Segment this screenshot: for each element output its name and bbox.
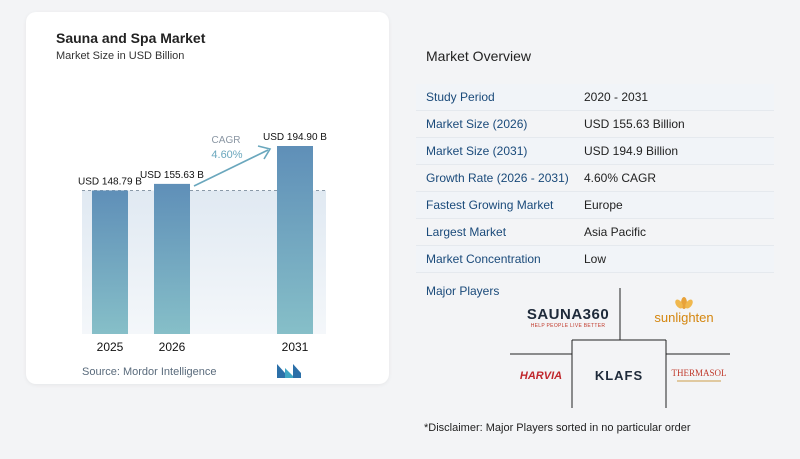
overview-row: Largest Market Asia Pacific <box>416 219 774 246</box>
chart-title: Sauna and Spa Market <box>56 30 206 46</box>
disclaimer: *Disclaimer: Major Players sorted in no … <box>424 422 691 434</box>
category-label-2031: 2031 <box>282 340 309 354</box>
mordor-logo-icon <box>277 364 301 378</box>
overview-row-label: Study Period <box>426 90 495 104</box>
overview-title: Market Overview <box>426 48 532 64</box>
harvia-wordmark: HARVIA <box>519 370 563 382</box>
cagr-arrow-line <box>193 149 269 187</box>
overview-row-value: 2020 - 2031 <box>584 90 649 104</box>
sauna360-logo: SAUNA360 HELP PEOPLE LIVE BETTER <box>520 306 616 329</box>
overview-row-value: USD 155.63 Billion <box>584 117 685 131</box>
overview-row: Market Size (2026) USD 155.63 Billion <box>416 111 774 138</box>
major-players-label: Major Players <box>426 284 500 298</box>
overview-row-label: Market Concentration <box>426 252 541 266</box>
bar-chart: USD 148.79 B 2025 USD 155.63 B 2026 USD 194.… <box>78 132 327 354</box>
thermasol-underline <box>677 380 721 382</box>
overview-row: Growth Rate (2026 - 2031) 4.60% CAGR <box>416 165 774 192</box>
overview-row: Fastest Growing Market Europe <box>416 192 774 219</box>
overview-row-label: Market Size (2031) <box>426 144 528 158</box>
cagr-label: CAGR <box>212 135 241 146</box>
cagr-arrow-head <box>257 145 272 160</box>
data-label-2026: USD 155.63 B <box>140 170 204 181</box>
sunlighten-flower-icon <box>675 297 693 309</box>
overview-row-value: Asia Pacific <box>584 225 647 239</box>
sauna360-tagline: HELP PEOPLE LIVE BETTER <box>530 323 606 329</box>
overview-row-label: Fastest Growing Market <box>426 198 554 212</box>
harvia-logo: HARVIA <box>514 370 568 382</box>
overview-row-label: Market Size (2026) <box>426 117 528 131</box>
sunlighten-wordmark: sunlighten <box>654 310 714 325</box>
overview-row-value: 4.60% CAGR <box>584 171 657 185</box>
players-logo-grid: SAUNA360 HELP PEOPLE LIVE BETTER sunligh… <box>510 288 730 408</box>
overview-row-label: Largest Market <box>426 225 507 239</box>
klafs-wordmark: KLAFS <box>594 368 644 383</box>
overview-row: Market Size (2031) USD 194.9 Billion <box>416 138 774 165</box>
overview-row-value: Europe <box>584 198 623 212</box>
source-label: Source: Mordor Intelligence <box>82 366 217 378</box>
overview-row: Study Period 2020 - 2031 <box>416 84 774 111</box>
thermasol-logo: THERMASOL <box>670 368 728 382</box>
cagr-value: 4.60% <box>211 149 242 161</box>
overview-table: Study Period 2020 - 2031 Market Size (202… <box>416 84 774 273</box>
category-label-2025: 2025 <box>97 340 124 354</box>
bar-2025 <box>92 190 128 334</box>
bar-2026 <box>154 183 190 334</box>
logo-grid-lines <box>510 288 730 408</box>
overview-row-value: USD 194.9 Billion <box>584 144 679 158</box>
overview-row-value: Low <box>584 252 607 266</box>
overview-row-label: Growth Rate (2026 - 2031) <box>426 171 569 185</box>
klafs-logo: KLAFS <box>576 368 662 383</box>
data-label-2025: USD 148.79 B <box>78 176 142 187</box>
thermasol-wordmark: THERMASOL <box>671 368 727 378</box>
sauna360-wordmark: SAUNA360 <box>526 306 610 323</box>
overview-row: Market Concentration Low <box>416 246 774 273</box>
bar-2031 <box>277 146 313 334</box>
chart-subtitle: Market Size in USD Billion <box>56 50 185 62</box>
category-label-2026: 2026 <box>159 340 186 354</box>
sunlighten-logo: sunlighten <box>646 296 722 325</box>
data-label-2031: USD 194.90 B <box>263 132 327 143</box>
